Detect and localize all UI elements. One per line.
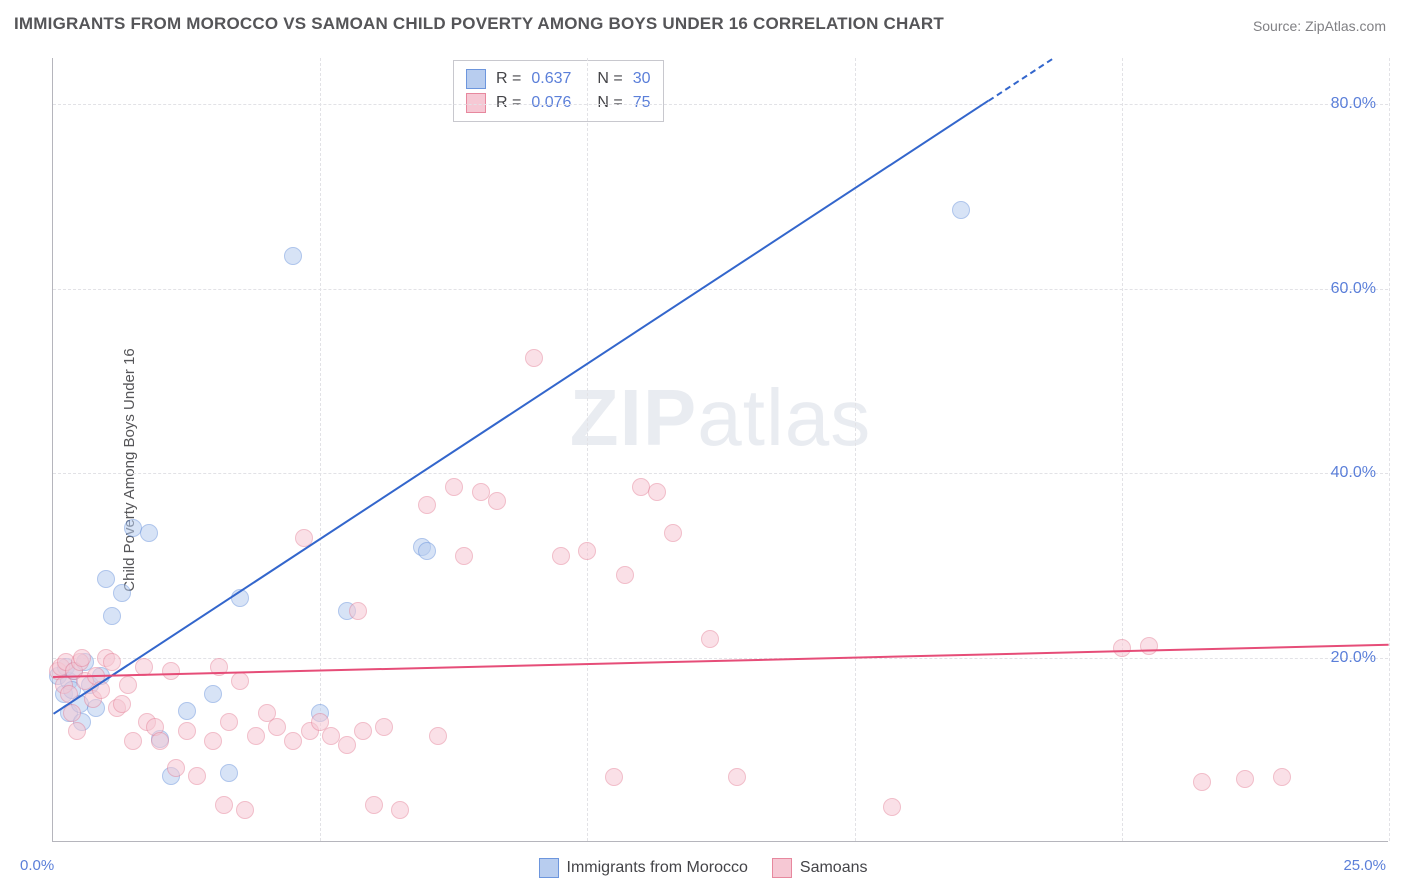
scatter-point-samoans xyxy=(247,727,265,745)
scatter-point-samoans xyxy=(151,732,169,750)
scatter-point-samoans xyxy=(1140,637,1158,655)
trendline xyxy=(53,644,1389,678)
legend-r-value: 0.076 xyxy=(531,94,571,112)
watermark-bold: ZIP xyxy=(570,373,697,462)
legend-swatch xyxy=(466,93,486,113)
scatter-point-samoans xyxy=(284,732,302,750)
scatter-point-samoans xyxy=(178,722,196,740)
trendline xyxy=(988,58,1052,101)
scatter-point-samoans xyxy=(354,722,372,740)
trendline xyxy=(53,99,989,714)
legend-r-label: R = xyxy=(496,70,521,88)
scatter-point-samoans xyxy=(268,718,286,736)
gridline-v xyxy=(587,58,588,841)
legend-r-value: 0.637 xyxy=(531,70,571,88)
gridline-v xyxy=(1122,58,1123,841)
legend-n-label: N = xyxy=(597,94,622,112)
scatter-point-samoans xyxy=(525,349,543,367)
scatter-point-samoans xyxy=(445,478,463,496)
legend-n-label: N = xyxy=(597,70,622,88)
plot-area: ZIPatlas R = 0.637 N = 30 R = 0.076 N = 75 20.0… xyxy=(52,58,1388,842)
scatter-point-samoans xyxy=(119,676,137,694)
legend-r-label: R = xyxy=(496,94,521,112)
scatter-point-samoans xyxy=(236,801,254,819)
legend-item: Samoans xyxy=(772,858,868,878)
legend-top: R = 0.637 N = 30 R = 0.076 N = 75 xyxy=(453,60,664,122)
scatter-point-samoans xyxy=(552,547,570,565)
scatter-point-samoans xyxy=(68,722,86,740)
scatter-point-samoans xyxy=(73,649,91,667)
y-tick-label: 20.0% xyxy=(1331,649,1376,667)
scatter-point-samoans xyxy=(365,796,383,814)
scatter-point-morocco xyxy=(952,201,970,219)
scatter-point-samoans xyxy=(488,492,506,510)
scatter-point-samoans xyxy=(338,736,356,754)
legend-row: R = 0.076 N = 75 xyxy=(466,91,651,115)
gridline-h xyxy=(53,473,1388,474)
y-tick-label: 80.0% xyxy=(1331,95,1376,113)
scatter-point-morocco xyxy=(113,584,131,602)
scatter-point-samoans xyxy=(578,542,596,560)
gridline-h xyxy=(53,104,1388,105)
scatter-point-morocco xyxy=(284,247,302,265)
scatter-point-morocco xyxy=(178,702,196,720)
scatter-point-morocco xyxy=(418,542,436,560)
scatter-point-morocco xyxy=(140,524,158,542)
scatter-point-samoans xyxy=(103,653,121,671)
scatter-point-samoans xyxy=(418,496,436,514)
scatter-point-samoans xyxy=(215,796,233,814)
gridline-h xyxy=(53,658,1388,659)
legend-swatch xyxy=(772,858,792,878)
scatter-point-samoans xyxy=(1193,773,1211,791)
watermark: ZIPatlas xyxy=(570,372,871,464)
scatter-point-samoans xyxy=(113,695,131,713)
legend-bottom: Immigrants from Morocco Samoans xyxy=(0,858,1406,878)
scatter-point-samoans xyxy=(701,630,719,648)
scatter-point-samoans xyxy=(429,727,447,745)
scatter-point-samoans xyxy=(220,713,238,731)
gridline-v xyxy=(855,58,856,841)
y-tick-label: 40.0% xyxy=(1331,464,1376,482)
scatter-point-samoans xyxy=(204,732,222,750)
scatter-point-samoans xyxy=(455,547,473,565)
scatter-point-samoans xyxy=(375,718,393,736)
scatter-point-samoans xyxy=(605,768,623,786)
scatter-point-samoans xyxy=(167,759,185,777)
legend-swatch xyxy=(466,69,486,89)
scatter-point-morocco xyxy=(97,570,115,588)
scatter-point-samoans xyxy=(1273,768,1291,786)
source-attribution: Source: ZipAtlas.com xyxy=(1253,18,1386,34)
scatter-point-samoans xyxy=(664,524,682,542)
scatter-point-samoans xyxy=(616,566,634,584)
scatter-point-morocco xyxy=(220,764,238,782)
scatter-point-samoans xyxy=(124,732,142,750)
legend-n-value: 75 xyxy=(633,94,651,112)
watermark-light: atlas xyxy=(697,373,871,462)
scatter-point-samoans xyxy=(391,801,409,819)
chart-title: IMMIGRANTS FROM MOROCCO VS SAMOAN CHILD … xyxy=(14,14,944,34)
scatter-point-samoans xyxy=(162,662,180,680)
legend-row: R = 0.637 N = 30 xyxy=(466,67,651,91)
legend-n-value: 30 xyxy=(633,70,651,88)
scatter-point-samoans xyxy=(728,768,746,786)
scatter-point-samoans xyxy=(648,483,666,501)
gridline-v xyxy=(1389,58,1390,841)
scatter-point-morocco xyxy=(204,685,222,703)
scatter-point-samoans xyxy=(1236,770,1254,788)
legend-label: Samoans xyxy=(800,859,868,877)
y-tick-label: 60.0% xyxy=(1331,280,1376,298)
scatter-point-samoans xyxy=(188,767,206,785)
scatter-point-morocco xyxy=(103,607,121,625)
gridline-h xyxy=(53,289,1388,290)
legend-item: Immigrants from Morocco xyxy=(539,858,748,878)
scatter-point-samoans xyxy=(883,798,901,816)
scatter-point-samoans xyxy=(231,672,249,690)
scatter-point-samoans xyxy=(1113,639,1131,657)
legend-label: Immigrants from Morocco xyxy=(567,859,748,877)
chart-container: Child Poverty Among Boys Under 16 ZIPatl… xyxy=(0,48,1406,892)
scatter-point-samoans xyxy=(349,602,367,620)
legend-swatch xyxy=(539,858,559,878)
